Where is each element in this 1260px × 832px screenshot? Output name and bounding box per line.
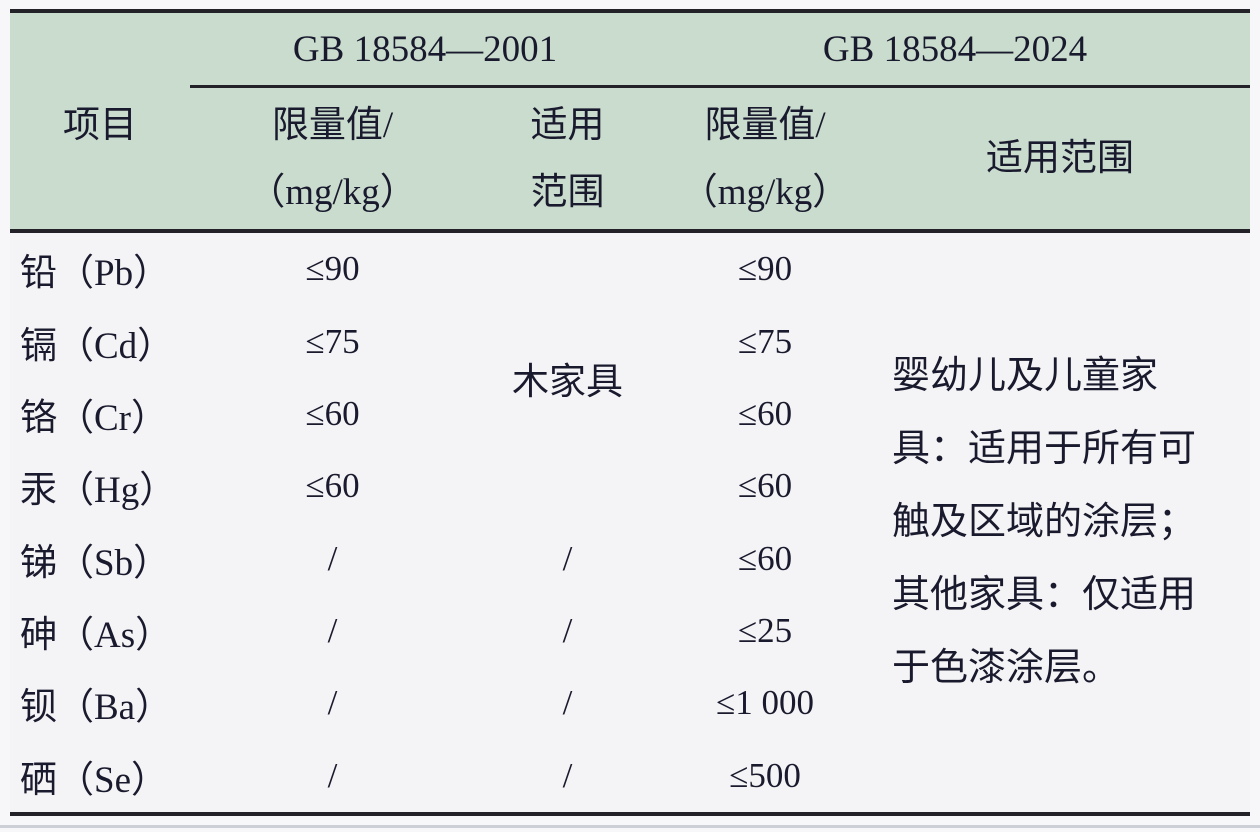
scope-2024-text-line: 其他家具：仅适用 bbox=[892, 574, 1197, 616]
scope-header-2024-line1: 适用范围 bbox=[986, 138, 1134, 179]
table-body: 铅（Pb） ≤90 ≤90 镉（Cd） ≤75 ≤75 铬（Cr） ≤60 ≤6… bbox=[10, 233, 1250, 812]
scope-2024-text-line: 具：适用于所有可 bbox=[892, 428, 1197, 470]
limit-2001-value: ≤75 bbox=[305, 321, 360, 361]
scope-2001-merged-cell: 木家具 bbox=[512, 361, 623, 403]
limit-2024-value: ≤90 bbox=[737, 249, 793, 289]
limit-2001-value: ≤60 bbox=[305, 393, 360, 433]
limit-2001-value: / bbox=[327, 538, 338, 578]
table-top-border bbox=[10, 9, 1250, 13]
limit-2024-value: ≤500 bbox=[729, 755, 801, 795]
limit-2024-value: ≤60 bbox=[737, 466, 793, 506]
limit-header-2001-line1: 限量值/ bbox=[271, 104, 394, 146]
limit-2024-value: ≤60 bbox=[737, 393, 793, 433]
scope-2024-merged-cell: 婴幼儿及儿童家 具：适用于所有可 触及区域的涂层； 其他家具：仅适用 于色漆涂层… bbox=[870, 233, 1250, 812]
scope-2024-text-line: 婴幼儿及儿童家 bbox=[892, 355, 1159, 397]
item-label: 砷（As） bbox=[20, 615, 173, 657]
item-label: 汞（Hg） bbox=[20, 470, 177, 512]
item-label: 锑（Sb） bbox=[20, 542, 171, 584]
limit-header-2024-line1: 限量值/ bbox=[704, 104, 826, 146]
scope-2024-text-line: 触及区域的涂层； bbox=[892, 501, 1197, 543]
page-bottom-edge-line bbox=[0, 825, 1260, 828]
item-label: 铅（Pb） bbox=[20, 253, 171, 295]
item-label: 钡（Ba） bbox=[20, 687, 173, 729]
limit-2001-value: ≤60 bbox=[305, 466, 360, 506]
scope-header-2001: 适用 范围 bbox=[475, 88, 660, 229]
limit-header-2024-line2: （mg/kg） bbox=[680, 171, 850, 213]
scope-header-2001-line2: 范围 bbox=[530, 171, 605, 213]
limit-2024-value: ≤75 bbox=[737, 321, 793, 361]
limit-2001-value: / bbox=[327, 683, 338, 723]
table-bottom-border bbox=[10, 812, 1250, 816]
item-label: 镉（Cd） bbox=[20, 325, 175, 367]
scope-2001-value: / bbox=[562, 611, 573, 651]
scope-2001-value: / bbox=[562, 538, 573, 578]
limit-header-2024: 限量值/ （mg/kg） bbox=[660, 88, 870, 229]
limit-2024-value: ≤1 000 bbox=[716, 683, 814, 723]
scope-2001-value: / bbox=[562, 755, 573, 795]
scope-header-2001-line1: 适用 bbox=[530, 104, 605, 146]
header-bottom-border bbox=[10, 229, 1250, 233]
scope-2024-text-line: 于色漆涂层。 bbox=[892, 647, 1121, 689]
item-label: 硒（Se） bbox=[20, 759, 168, 801]
scope-header-2024: 适用范围 bbox=[870, 88, 1250, 229]
limit-2001-value: / bbox=[327, 755, 338, 795]
scope-2001-value: / bbox=[562, 683, 573, 723]
standard-2024-header: GB 18584—2024 bbox=[822, 29, 1088, 70]
limit-header-2001: 限量值/ （mg/kg） bbox=[190, 88, 475, 229]
table-header-background bbox=[10, 13, 1250, 229]
limit-2024-value: ≤25 bbox=[737, 611, 793, 651]
item-column-header: 项目 bbox=[63, 105, 137, 146]
limit-2024-value: ≤60 bbox=[737, 538, 793, 578]
limit-header-2001-line2: （mg/kg） bbox=[248, 171, 417, 213]
standard-2001-header: GB 18584—2001 bbox=[292, 29, 558, 70]
limit-2001-value: ≤90 bbox=[305, 249, 360, 289]
limit-2001-value: / bbox=[327, 611, 338, 651]
standards-underline bbox=[190, 85, 1250, 88]
item-label: 铬（Cr） bbox=[20, 397, 168, 439]
